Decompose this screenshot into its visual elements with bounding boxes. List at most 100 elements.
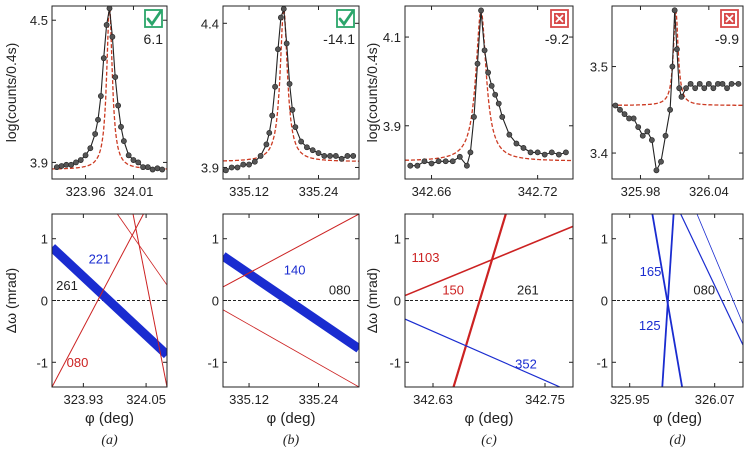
data-point [705,80,712,87]
data-point [283,40,290,47]
x-tick-label: 335.12 [229,184,269,199]
data-point [321,153,328,159]
data-point [228,164,235,171]
data-point [130,157,137,163]
x-tick-label: 335.24 [299,184,339,199]
data-point [315,150,322,156]
data-point [442,158,449,165]
data-point [275,46,281,53]
data-point [644,128,651,135]
data-point [612,102,619,109]
data-point [548,149,555,156]
reflection-line [223,214,359,288]
data-point [692,85,699,92]
data-point [115,102,122,109]
x-tick-label: 324.05 [126,392,166,407]
x-tick-label: 325.95 [610,392,650,407]
data-point [474,60,481,67]
data-point [77,157,84,163]
data-point [120,138,127,144]
x-tick-label: 325.98 [621,184,661,199]
data-point [109,33,116,40]
panel-label: (d) [669,433,686,448]
reflection-label: 1103 [412,250,440,265]
checkmark-icon [336,9,355,28]
data-point [653,167,660,174]
panel-label: (c) [481,433,497,448]
data-point [125,152,132,159]
data-point [621,111,628,118]
data-point [332,153,339,159]
reflection-line [405,225,573,297]
measured-curve [410,10,567,167]
data-point [735,80,742,87]
reflection-label: 261 [56,278,78,293]
x-tick-label: 335.24 [299,392,339,407]
plot-area [405,214,573,387]
panel-b-bottom: 140 080 φ (deg) (b) 335.12 335.24 1 0 -1 [207,213,360,448]
data-point [159,166,166,173]
data-point [520,145,527,151]
data-point [648,137,655,143]
x-axis-label: φ (deg) [465,410,514,427]
panel-label: (a) [101,433,118,448]
y-tick-label: 3.9 [201,160,219,175]
data-point [344,153,351,159]
reflection-line [680,214,743,346]
data-point [492,91,499,98]
data-point [263,141,270,148]
reflection-line [52,244,167,359]
data-point [527,149,534,156]
y-axis-label: log(counts/0.4s) [364,43,380,143]
data-point [669,63,676,70]
data-point [135,159,142,166]
data-point [630,115,637,122]
axes-frame [51,5,168,180]
reflection-line [52,214,144,387]
reflection-line [223,252,359,353]
data-point [463,162,470,169]
x-tick-label: 323.96 [66,184,106,199]
score-label: -9.9 [715,31,739,47]
data-point [149,166,156,173]
axes-frame [404,5,574,180]
y-tick-label: -1 [596,355,608,370]
axes-frame [611,5,744,180]
data-point [428,160,435,167]
fit-curve [612,10,743,106]
data-point [719,80,726,87]
data-point [53,164,60,171]
y-tick-label: 3.9 [30,155,48,170]
data-point [499,113,506,120]
fit-curve [223,6,359,162]
x-tick-label: 342.75 [525,392,565,407]
data-point [63,161,70,168]
reflection-line [452,214,507,387]
data-point [683,85,689,92]
data-point [95,116,101,123]
data-point [456,153,463,160]
fit-curve [405,9,573,162]
data-point [674,46,680,53]
x-tick-label: 323.93 [63,392,103,407]
data-point [269,112,276,119]
data-point [449,158,456,165]
data-point [534,149,541,156]
data-point [485,69,492,76]
y-tick-label: 1 [601,232,608,247]
data-point [676,85,683,92]
data-point [710,85,717,92]
panel-d-top: -9.9 325.98 326.04 3.5 3.4 [590,5,744,199]
x-axis-label: φ (deg) [85,410,134,427]
data-point [118,123,124,130]
data-point [298,138,305,145]
x-tick-label: 342.72 [518,184,558,199]
data-point [635,124,642,130]
y-tick-label: -1 [389,355,401,370]
plot-area [612,7,743,174]
x-axis-label: φ (deg) [653,410,702,427]
panel-label: (b) [283,433,300,448]
data-point [292,124,299,130]
x-tick-label: 324.01 [114,184,154,199]
data-point [144,164,151,171]
